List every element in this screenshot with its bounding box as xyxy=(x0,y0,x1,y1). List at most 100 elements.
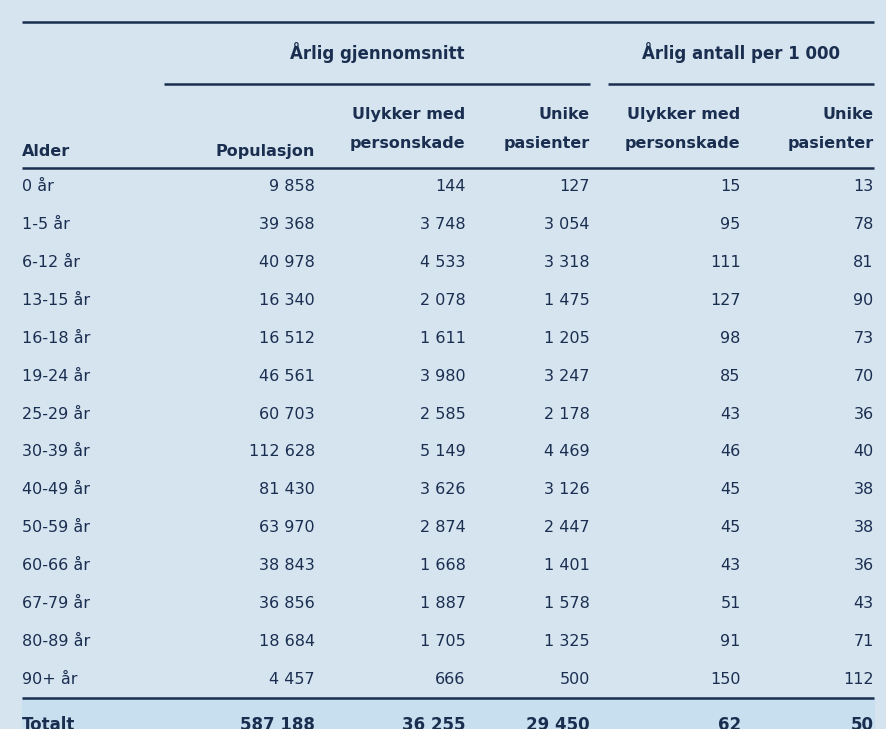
Text: 0 år: 0 år xyxy=(22,179,54,194)
Text: personskade: personskade xyxy=(625,136,740,152)
Bar xyxy=(22,698,873,729)
Text: 51: 51 xyxy=(719,596,740,611)
Text: 46: 46 xyxy=(719,445,740,459)
Text: 81 430: 81 430 xyxy=(259,483,315,497)
Text: 1 611: 1 611 xyxy=(419,331,465,346)
Text: 4 457: 4 457 xyxy=(269,672,315,687)
Text: 112 628: 112 628 xyxy=(248,445,315,459)
Text: Årlig antall per 1 000: Årlig antall per 1 000 xyxy=(641,42,839,63)
Text: 6-12 år: 6-12 år xyxy=(22,255,80,270)
Text: 1 475: 1 475 xyxy=(543,293,589,308)
Text: 38: 38 xyxy=(852,521,873,535)
Text: 71: 71 xyxy=(852,634,873,649)
Text: 36 856: 36 856 xyxy=(259,596,315,611)
Text: 45: 45 xyxy=(719,483,740,497)
Text: 15: 15 xyxy=(719,179,740,194)
Text: 90: 90 xyxy=(852,293,873,308)
Text: 3 318: 3 318 xyxy=(544,255,589,270)
Text: 43: 43 xyxy=(719,558,740,573)
Text: 1-5 år: 1-5 år xyxy=(22,217,70,232)
Text: 81: 81 xyxy=(852,255,873,270)
Text: 40-49 år: 40-49 år xyxy=(22,483,90,497)
Text: Totalt: Totalt xyxy=(22,716,75,729)
Text: personskade: personskade xyxy=(350,136,465,152)
Text: 3 626: 3 626 xyxy=(420,483,465,497)
Text: 70: 70 xyxy=(852,369,873,383)
Text: 2 874: 2 874 xyxy=(419,521,465,535)
Text: Ulykker med: Ulykker med xyxy=(352,107,465,122)
Text: 43: 43 xyxy=(719,407,740,421)
Text: 38 843: 38 843 xyxy=(259,558,315,573)
Text: 3 980: 3 980 xyxy=(420,369,465,383)
Text: 18 684: 18 684 xyxy=(259,634,315,649)
Text: 2 178: 2 178 xyxy=(543,407,589,421)
Text: 13-15 år: 13-15 år xyxy=(22,293,90,308)
Text: 91: 91 xyxy=(719,634,740,649)
Text: 4 469: 4 469 xyxy=(544,445,589,459)
Text: 3 748: 3 748 xyxy=(420,217,465,232)
Text: 40 978: 40 978 xyxy=(259,255,315,270)
Text: Unike: Unike xyxy=(538,107,589,122)
Text: 587 188: 587 188 xyxy=(240,716,315,729)
Text: 150: 150 xyxy=(710,672,740,687)
Text: Ulykker med: Ulykker med xyxy=(626,107,740,122)
Text: 19-24 år: 19-24 år xyxy=(22,369,90,383)
Text: 500: 500 xyxy=(559,672,589,687)
Text: 13: 13 xyxy=(852,179,873,194)
Text: 40: 40 xyxy=(852,445,873,459)
Text: 80-89 år: 80-89 år xyxy=(22,634,90,649)
Text: 4 533: 4 533 xyxy=(420,255,465,270)
Text: 16 340: 16 340 xyxy=(259,293,315,308)
Text: 1 668: 1 668 xyxy=(419,558,465,573)
Text: pasienter: pasienter xyxy=(787,136,873,152)
Text: 127: 127 xyxy=(710,293,740,308)
Text: 5 149: 5 149 xyxy=(419,445,465,459)
Text: 98: 98 xyxy=(719,331,740,346)
Text: 85: 85 xyxy=(719,369,740,383)
Text: 38: 38 xyxy=(852,483,873,497)
Text: Alder: Alder xyxy=(22,144,70,159)
Text: 127: 127 xyxy=(559,179,589,194)
Text: Populasjon: Populasjon xyxy=(215,144,315,159)
Text: 1 205: 1 205 xyxy=(543,331,589,346)
Text: 112: 112 xyxy=(842,672,873,687)
Text: 3 126: 3 126 xyxy=(544,483,589,497)
Text: 111: 111 xyxy=(709,255,740,270)
Text: 62: 62 xyxy=(717,716,740,729)
Text: 36: 36 xyxy=(852,558,873,573)
Text: 90+ år: 90+ år xyxy=(22,672,78,687)
Text: pasienter: pasienter xyxy=(503,136,589,152)
Text: 43: 43 xyxy=(852,596,873,611)
Text: 63 970: 63 970 xyxy=(259,521,315,535)
Text: 29 450: 29 450 xyxy=(525,716,589,729)
Text: 78: 78 xyxy=(852,217,873,232)
Text: 46 561: 46 561 xyxy=(259,369,315,383)
Text: 144: 144 xyxy=(435,179,465,194)
Text: 30-39 år: 30-39 år xyxy=(22,445,89,459)
Text: 50: 50 xyxy=(850,716,873,729)
Text: 25-29 år: 25-29 år xyxy=(22,407,90,421)
Text: 1 325: 1 325 xyxy=(544,634,589,649)
Text: 666: 666 xyxy=(435,672,465,687)
Text: 45: 45 xyxy=(719,521,740,535)
Text: 1 705: 1 705 xyxy=(419,634,465,649)
Text: 50-59 år: 50-59 år xyxy=(22,521,90,535)
Text: 60-66 år: 60-66 år xyxy=(22,558,90,573)
Text: 36 255: 36 255 xyxy=(401,716,465,729)
Text: 60 703: 60 703 xyxy=(259,407,315,421)
Text: 73: 73 xyxy=(852,331,873,346)
Text: 3 247: 3 247 xyxy=(544,369,589,383)
Text: 2 585: 2 585 xyxy=(419,407,465,421)
Text: 3 054: 3 054 xyxy=(544,217,589,232)
Text: 1 887: 1 887 xyxy=(419,596,465,611)
Text: 16 512: 16 512 xyxy=(259,331,315,346)
Text: 2 078: 2 078 xyxy=(419,293,465,308)
Text: 1 401: 1 401 xyxy=(543,558,589,573)
Text: 36: 36 xyxy=(852,407,873,421)
Text: 39 368: 39 368 xyxy=(259,217,315,232)
Text: Unike: Unike xyxy=(821,107,873,122)
Text: 67-79 år: 67-79 år xyxy=(22,596,90,611)
Text: 9 858: 9 858 xyxy=(268,179,315,194)
Text: Årlig gjennomsnitt: Årlig gjennomsnitt xyxy=(290,42,463,63)
Text: 2 447: 2 447 xyxy=(544,521,589,535)
